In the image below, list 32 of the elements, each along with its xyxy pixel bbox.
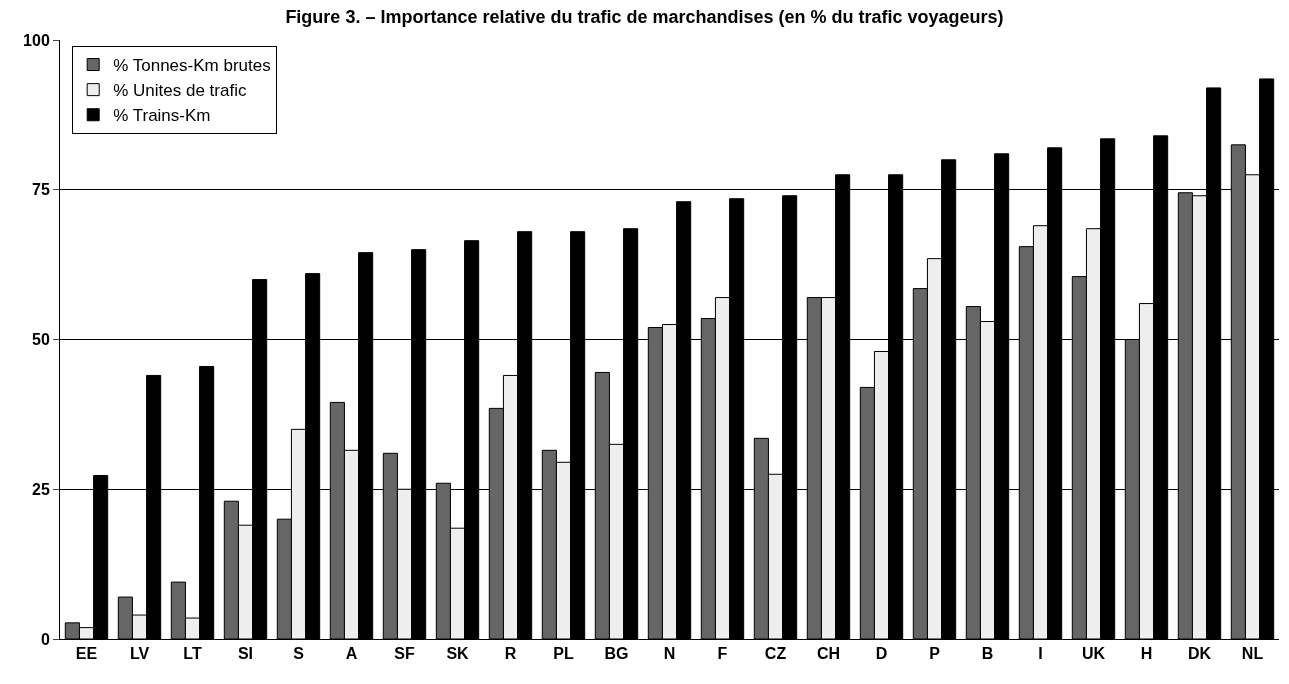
x-tick-label: PL bbox=[553, 645, 574, 663]
x-tick-label: D bbox=[875, 645, 888, 663]
x-tick-label: UK bbox=[1081, 645, 1106, 663]
y-tick-label: 0 bbox=[40, 630, 50, 648]
y-tick-label: 50 bbox=[32, 331, 50, 349]
x-tick-label: CZ bbox=[764, 645, 787, 663]
x-tick-label: H bbox=[1140, 645, 1153, 663]
x-tick-label: B bbox=[981, 645, 994, 663]
x-tick-label: A bbox=[345, 645, 358, 663]
x-tick-label: DK bbox=[1187, 645, 1212, 663]
y-tick-label: 100 bbox=[23, 31, 50, 49]
x-tick-label: P bbox=[929, 645, 941, 663]
legend-label: % Trains-Km bbox=[113, 106, 211, 126]
x-tick-label: I bbox=[1038, 645, 1043, 663]
x-tick-label: SK bbox=[446, 645, 470, 663]
x-tick-label: R bbox=[504, 645, 517, 663]
y-tick-label: 75 bbox=[32, 181, 50, 199]
x-tick-label: BG bbox=[604, 645, 629, 663]
x-tick-label: NL bbox=[1241, 645, 1264, 663]
x-tick-label: SI bbox=[237, 645, 254, 663]
legend-label: % Tonnes-Km brutes bbox=[113, 56, 271, 76]
x-tick-label: N bbox=[663, 645, 676, 663]
y-tick-label: 25 bbox=[32, 480, 50, 498]
x-tick-label: SF bbox=[394, 645, 415, 663]
x-tick-label: LT bbox=[183, 645, 202, 663]
x-tick-label: S bbox=[293, 645, 305, 663]
legend-label: % Unites de trafic bbox=[113, 81, 247, 101]
x-tick-label: CH bbox=[816, 645, 841, 663]
x-tick-label: F bbox=[717, 645, 728, 663]
x-tick-label: EE bbox=[75, 645, 98, 663]
chart-title: Figure 3. – Importance relative du trafic de marchandises (en % du trafic voyageurs) bbox=[285, 6, 1004, 27]
x-tick-label: LV bbox=[129, 645, 150, 663]
